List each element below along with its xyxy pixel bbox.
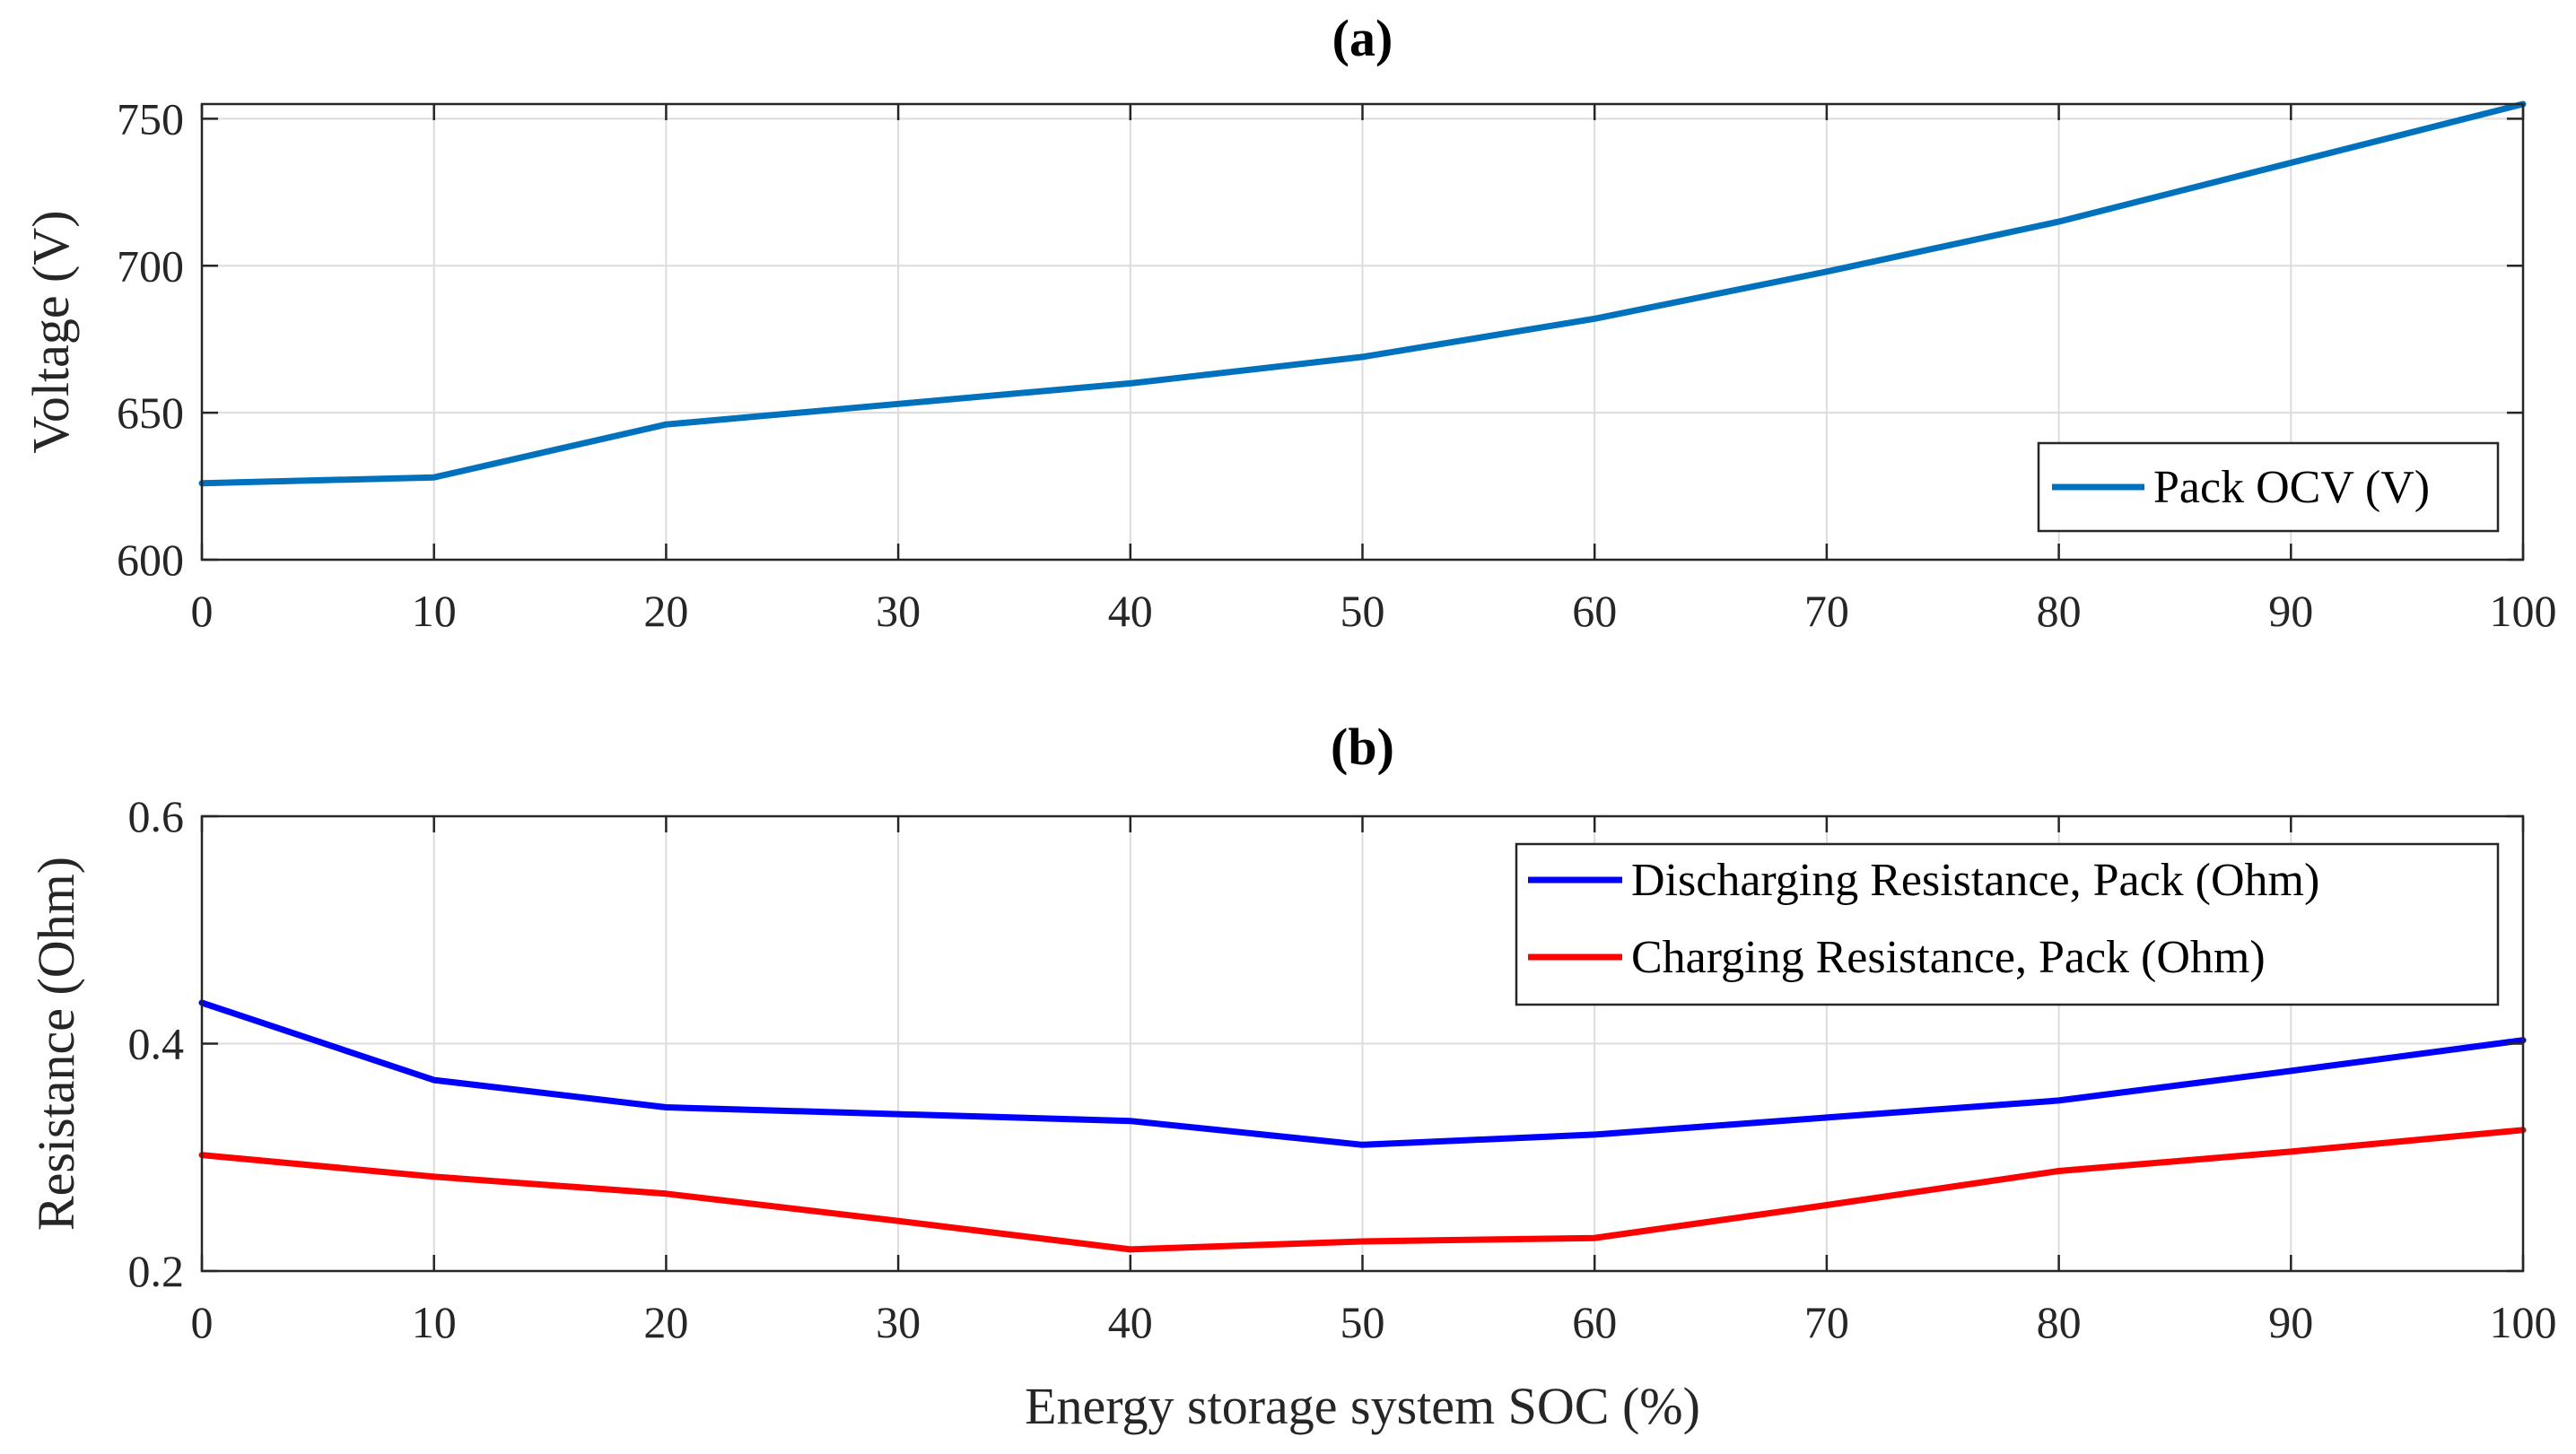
y-tick-label: 600 [117,535,184,585]
series-line [198,100,2527,487]
legend-label: Pack OCV (V) [2153,462,2430,513]
y-tick-label: 0.2 [128,1246,185,1296]
x-tick-label: 40 [1108,1297,1153,1347]
x-tick-label: 0 [191,586,214,636]
x-tick-label: 0 [191,1297,214,1347]
x-tick-label: 30 [876,1297,921,1347]
x-tick-label: 10 [412,586,457,636]
y-tick-label: 700 [117,240,184,291]
x-tick-label: 50 [1340,586,1385,636]
x-tick-label: 10 [412,1297,457,1347]
x-tick-label: 70 [1804,1297,1849,1347]
x-tick-label: 60 [1572,586,1617,636]
x-tick-label: 20 [643,1297,688,1347]
panel-a: 0 10 20 30 40 50 60 70 80 90 100 600 650 700 750 (a) Vol… [22,9,2557,636]
x-tick-label: 90 [2268,1297,2313,1347]
x-tick-label: 30 [876,586,921,636]
legend: Pack OCV (V) [2037,441,2500,533]
y-tick-label: 750 [117,93,184,144]
y-tick-label: 650 [117,387,184,438]
x-tick-label: 60 [1572,1297,1617,1347]
legend-label: Charging Resistance, Pack (Ohm) [1631,932,2266,983]
panel-b: 0 10 20 30 40 50 60 70 80 90 100 0.2 0.4 0.6 (b) Resist… [27,718,2557,1435]
x-tick-label: 80 [2037,586,2082,636]
y-axis-label: Voltage (V) [22,210,80,453]
y-tick-label: 0.4 [128,1019,185,1069]
x-tick-label: 100 [2490,1297,2557,1347]
legend-box [1515,842,2500,1006]
chart-title: (a) [1332,9,1393,67]
x-tick-label: 100 [2490,586,2557,636]
x-tick-label: 90 [2268,586,2313,636]
x-tick-label: 70 [1804,586,1849,636]
x-tick-label: 80 [2037,1297,2082,1347]
series-line [198,999,2527,1148]
legend-label: Discharging Resistance, Pack (Ohm) [1631,855,2319,906]
x-tick-label: 50 [1340,1297,1385,1347]
x-tick-label: 40 [1108,586,1153,636]
x-tick-label: 20 [643,586,688,636]
x-axis-label: Energy storage system SOC (%) [1025,1377,1700,1435]
y-tick-label: 0.6 [128,791,185,841]
y-axis-label: Resistance (Ohm) [27,857,85,1231]
series-line [198,1127,2527,1253]
chart-title: (b) [1331,718,1394,776]
legend: Discharging Resistance, Pack (Ohm) Chargi… [1515,842,2500,1006]
